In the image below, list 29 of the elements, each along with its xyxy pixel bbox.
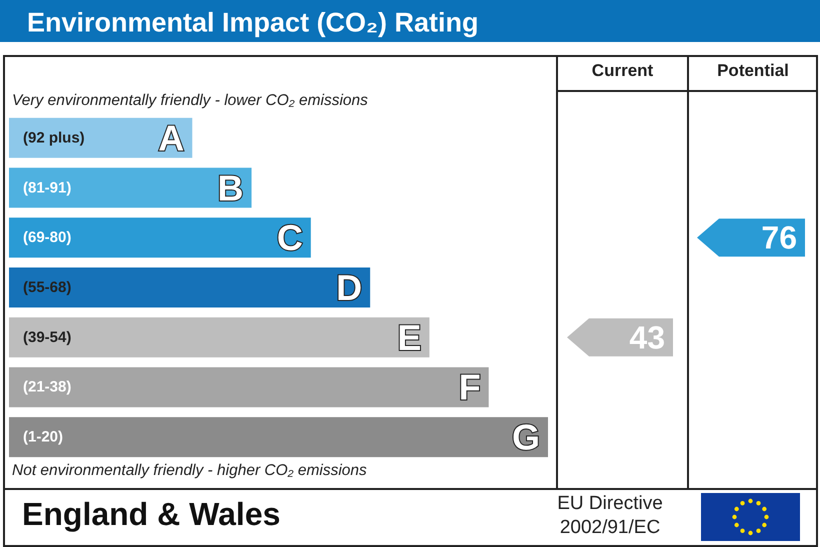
annotation: D [336,267,362,308]
annotation: E [397,316,422,358]
text: 76 [761,220,797,256]
annotation: F [458,366,481,408]
y-tick-label: (55-68) [23,279,72,296]
text: 43 [629,319,665,356]
bar [9,367,489,408]
y-tick-label: (39-54) [23,328,72,346]
y-tick-label: (92 plus) [23,129,85,146]
bar [9,417,548,458]
y-tick-label: (81-91) [23,179,72,196]
y-tick-label: (1-20) [23,428,64,446]
y-tick-label: (21-38) [23,378,72,396]
annotation: C [276,217,303,258]
bar [9,168,252,208]
bar [9,268,370,308]
text: Current [590,61,654,81]
text: EU Directive 2002/91/EC [556,492,664,540]
text: Very environmentally friendly - lower CO₂ emissions [12,92,369,110]
annotation: A [158,117,184,158]
chart-title: Environmental Impact (CO₂) Rating [27,8,479,38]
y-tick-label: (69-80) [23,229,72,246]
annotation: B [218,167,244,208]
text: Not environmentally friendly - higher CO₂ emissions [12,462,368,480]
text: England & Wales [22,496,280,533]
annotation: G [512,416,540,458]
bar [9,218,311,258]
bar [9,317,430,358]
text: Potential [716,61,790,81]
